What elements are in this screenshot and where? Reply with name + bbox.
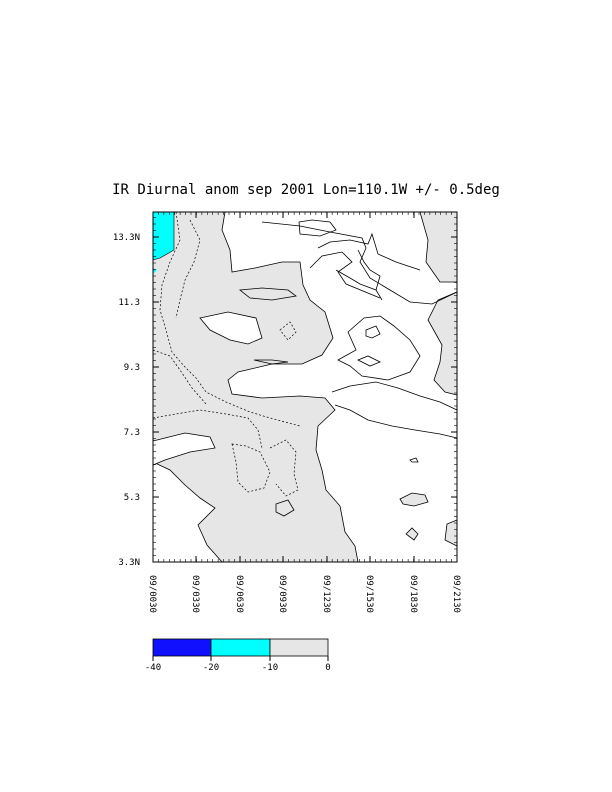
shade-gray-east (427, 291, 458, 396)
hole-white-7-3 (152, 432, 216, 466)
x-tick-label: 09/0930 (277, 575, 287, 613)
y-tick-label: 5.3 (124, 493, 140, 503)
x-tick-label: 09/1230 (321, 575, 331, 613)
y-tick-label: 7.3 (124, 428, 140, 438)
colorbar-swatch (152, 638, 212, 657)
colorbar-label: -40 (145, 663, 161, 673)
plot-area (152, 211, 458, 563)
solid-contours (238, 219, 458, 517)
shade-gray-spot-2 (405, 527, 419, 541)
colorbar-label: -20 (203, 663, 219, 673)
x-tick-label: 09/1530 (364, 575, 374, 613)
chart-title: IR Diurnal anom sep 2001 Lon=110.1W +/- … (112, 182, 500, 198)
dashed-contours (152, 211, 301, 497)
x-tick-label: 09/0030 (147, 575, 157, 613)
x-tick-label: 09/2130 (451, 575, 461, 613)
x-tick-label: 09/1830 (408, 575, 418, 613)
y-tick-label: 3.3N (118, 558, 140, 568)
y-tick-label: 11.3 (118, 298, 140, 308)
hole-white-10-5 (199, 311, 263, 345)
colorbar: -40 -20 -10 0 (145, 638, 331, 673)
colorbar-swatch (210, 638, 271, 657)
x-axis: 09/0030 09/0330 09/0630 09/0930 09/1230 … (147, 212, 461, 613)
colorbar-label: 0 (325, 663, 330, 673)
y-tick-label: 9.3 (124, 363, 140, 373)
x-tick-label: 09/0630 (234, 575, 244, 613)
y-tick-label: 13.3N (113, 233, 140, 243)
shade-gray-west (152, 211, 359, 563)
colorbar-label: -10 (262, 663, 278, 673)
y-axis: 3.3N 5.3 7.3 9.3 11.3 13.3N (113, 233, 457, 568)
colorbar-swatch (269, 638, 329, 657)
x-tick-label: 09/0330 (190, 575, 200, 613)
shade-gray-spot-1 (399, 492, 429, 507)
